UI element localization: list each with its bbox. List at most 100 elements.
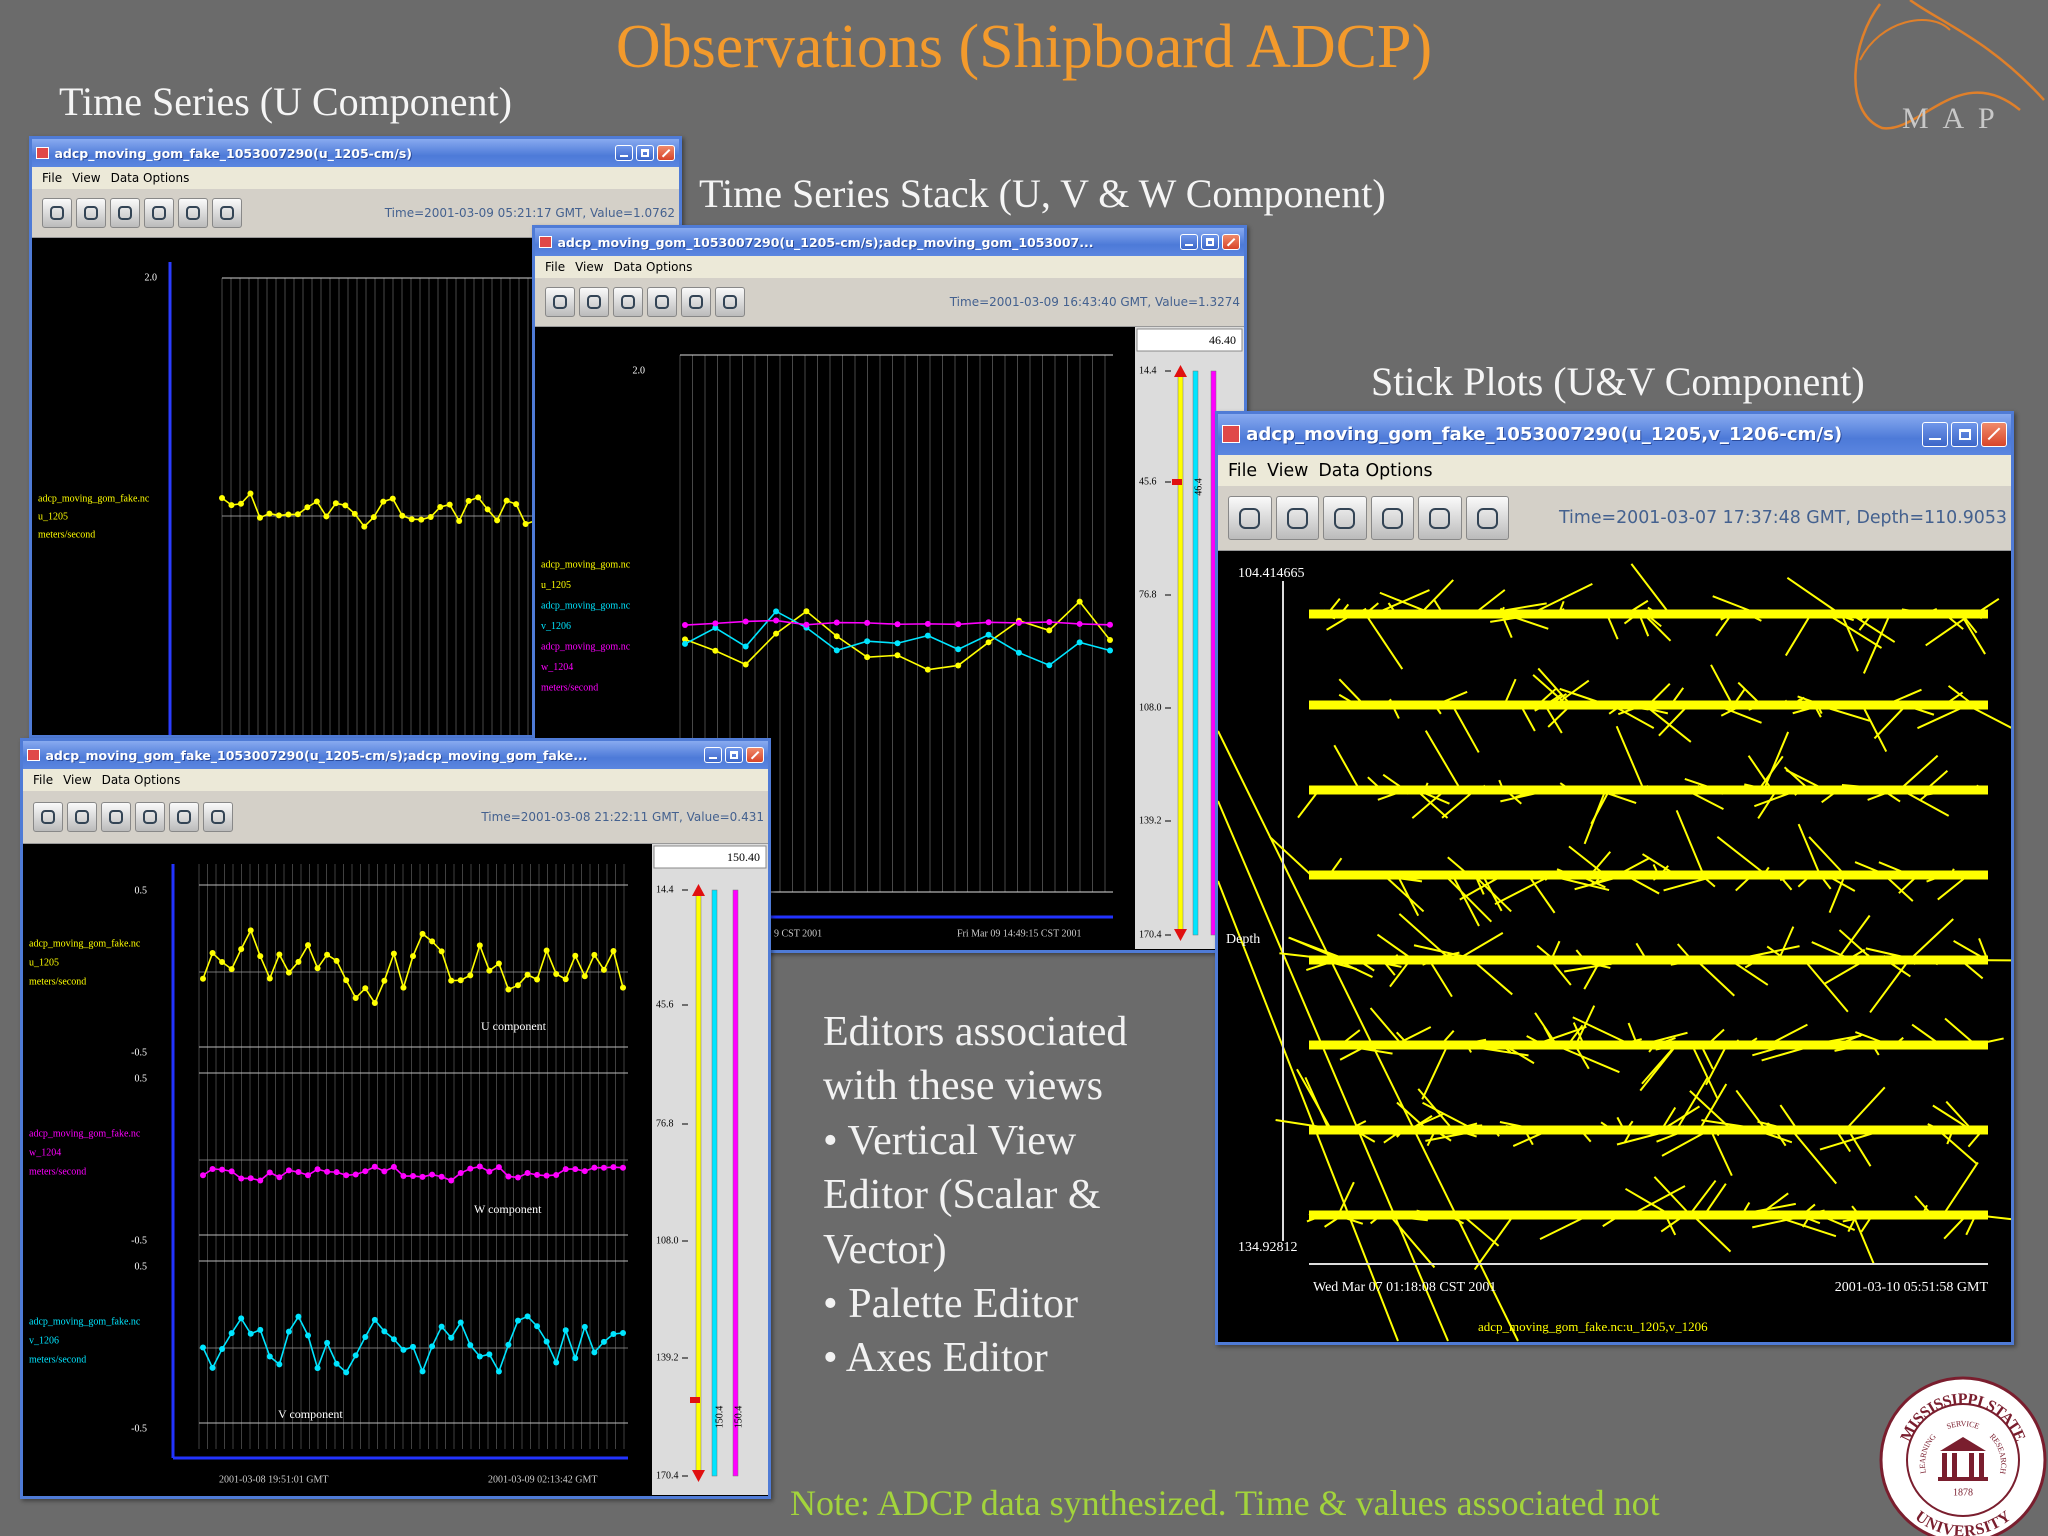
maximize-button[interactable] — [1200, 233, 1219, 251]
plot-point — [408, 516, 415, 523]
stick — [1399, 1212, 1406, 1216]
stick — [1317, 1043, 1321, 1046]
stick — [1484, 872, 1488, 876]
menu-item[interactable]: Data Options — [101, 773, 181, 787]
stick — [1499, 607, 1508, 615]
menu-item[interactable]: View — [1267, 460, 1309, 481]
toolbar-button[interactable] — [76, 198, 106, 228]
stick — [1663, 874, 1720, 892]
close-button[interactable] — [656, 144, 675, 162]
toolbar-button[interactable] — [67, 802, 97, 832]
toolbar-button[interactable] — [212, 198, 242, 228]
toolbar-button[interactable] — [579, 287, 609, 317]
maximize-button[interactable] — [1951, 422, 1978, 447]
toolbar-button[interactable] — [715, 287, 745, 317]
stick — [1695, 959, 1735, 997]
plot-point — [380, 498, 387, 505]
stick — [1709, 700, 1728, 706]
stick — [1888, 958, 1901, 961]
seal-ring — [1879, 1376, 2047, 1536]
plot-point — [446, 501, 453, 508]
toolbar-button[interactable] — [42, 198, 72, 228]
minimize-button[interactable] — [1179, 233, 1198, 251]
stick — [1335, 959, 1373, 978]
stick — [1353, 1129, 1376, 1143]
stick — [1705, 1210, 1710, 1216]
stick — [1747, 755, 1773, 791]
toolbar-button[interactable] — [110, 198, 140, 228]
maximize-button[interactable] — [635, 144, 654, 162]
stick — [1652, 863, 1660, 876]
toolbar-button[interactable] — [1228, 496, 1272, 540]
plot-point — [410, 1173, 416, 1180]
stick — [1406, 789, 1412, 795]
menu-item[interactable]: Data Options — [613, 260, 693, 274]
menu-item[interactable]: File — [33, 773, 54, 787]
depth-box — [653, 845, 767, 869]
stick — [1932, 1214, 1937, 1220]
stick — [1473, 874, 1512, 913]
stick — [1384, 698, 1392, 706]
minimize-button[interactable] — [1922, 422, 1949, 447]
stick — [1908, 918, 1954, 961]
toolbar-button[interactable] — [613, 287, 643, 317]
toolbar-button[interactable] — [101, 802, 131, 832]
close-button[interactable] — [745, 746, 764, 764]
stick — [1574, 1005, 1596, 1046]
toolbar-button[interactable] — [1418, 496, 1462, 540]
stick — [1523, 1044, 1530, 1048]
plot-point — [323, 513, 330, 520]
bullet-line: • Vertical View — [823, 1117, 1077, 1164]
toolbar-button[interactable] — [1465, 496, 1509, 540]
plot-point — [513, 501, 520, 508]
toolbar-button[interactable] — [1275, 496, 1319, 540]
maximize-button[interactable] — [724, 746, 743, 764]
toolbar-button[interactable] — [1370, 496, 1414, 540]
minimize-button[interactable] — [703, 746, 722, 764]
depth-tick-label: 45.6 — [1139, 476, 1157, 487]
plot-point — [448, 1177, 455, 1184]
stick — [1716, 789, 1724, 795]
legend-text: w_1204 — [29, 1147, 61, 1158]
plot-point — [773, 630, 780, 637]
close-button[interactable] — [1980, 422, 2007, 447]
legend-text: meters/second — [38, 529, 95, 540]
toolbar-button[interactable] — [178, 198, 208, 228]
menu-item[interactable]: File — [1228, 460, 1258, 481]
stick — [1652, 874, 1662, 881]
menu-item[interactable]: File — [545, 260, 566, 274]
menu-item[interactable]: View — [63, 773, 92, 787]
toolbar-button[interactable] — [144, 198, 174, 228]
stick — [1513, 704, 1518, 709]
stick — [1639, 1044, 1678, 1092]
plot-point — [524, 1170, 531, 1177]
menu-item[interactable]: View — [575, 260, 604, 274]
stick — [1543, 1026, 1555, 1046]
toolbar-button[interactable] — [545, 287, 575, 317]
toolbar-button[interactable] — [203, 802, 233, 832]
close-button[interactable] — [1221, 233, 1240, 251]
plot-point — [219, 495, 225, 502]
stick — [1354, 701, 1368, 706]
toolbar-button[interactable] — [647, 287, 677, 317]
toolbar-button[interactable] — [33, 802, 63, 832]
menu-item[interactable]: Data Options — [110, 171, 190, 185]
stick — [1647, 606, 1659, 615]
toolbar-button[interactable] — [135, 802, 165, 832]
depth-tick-label: 108.0 — [656, 1235, 679, 1246]
toolbar-button[interactable] — [169, 802, 199, 832]
stick — [1859, 954, 1870, 961]
plot-point — [457, 977, 464, 984]
section-label: Time Series Stack (U, V & W Component) — [699, 171, 1386, 216]
stick — [1473, 589, 1506, 615]
stick — [1559, 687, 1608, 706]
menu-item[interactable]: View — [72, 171, 101, 185]
stick — [1639, 1042, 1643, 1046]
stick — [1605, 613, 1619, 640]
plot-point — [1015, 619, 1022, 626]
minimize-button[interactable] — [614, 144, 633, 162]
toolbar-button[interactable] — [681, 287, 711, 317]
toolbar-button[interactable] — [1323, 496, 1367, 540]
menu-item[interactable]: Data Options — [1318, 460, 1433, 481]
menu-item[interactable]: File — [42, 171, 63, 185]
